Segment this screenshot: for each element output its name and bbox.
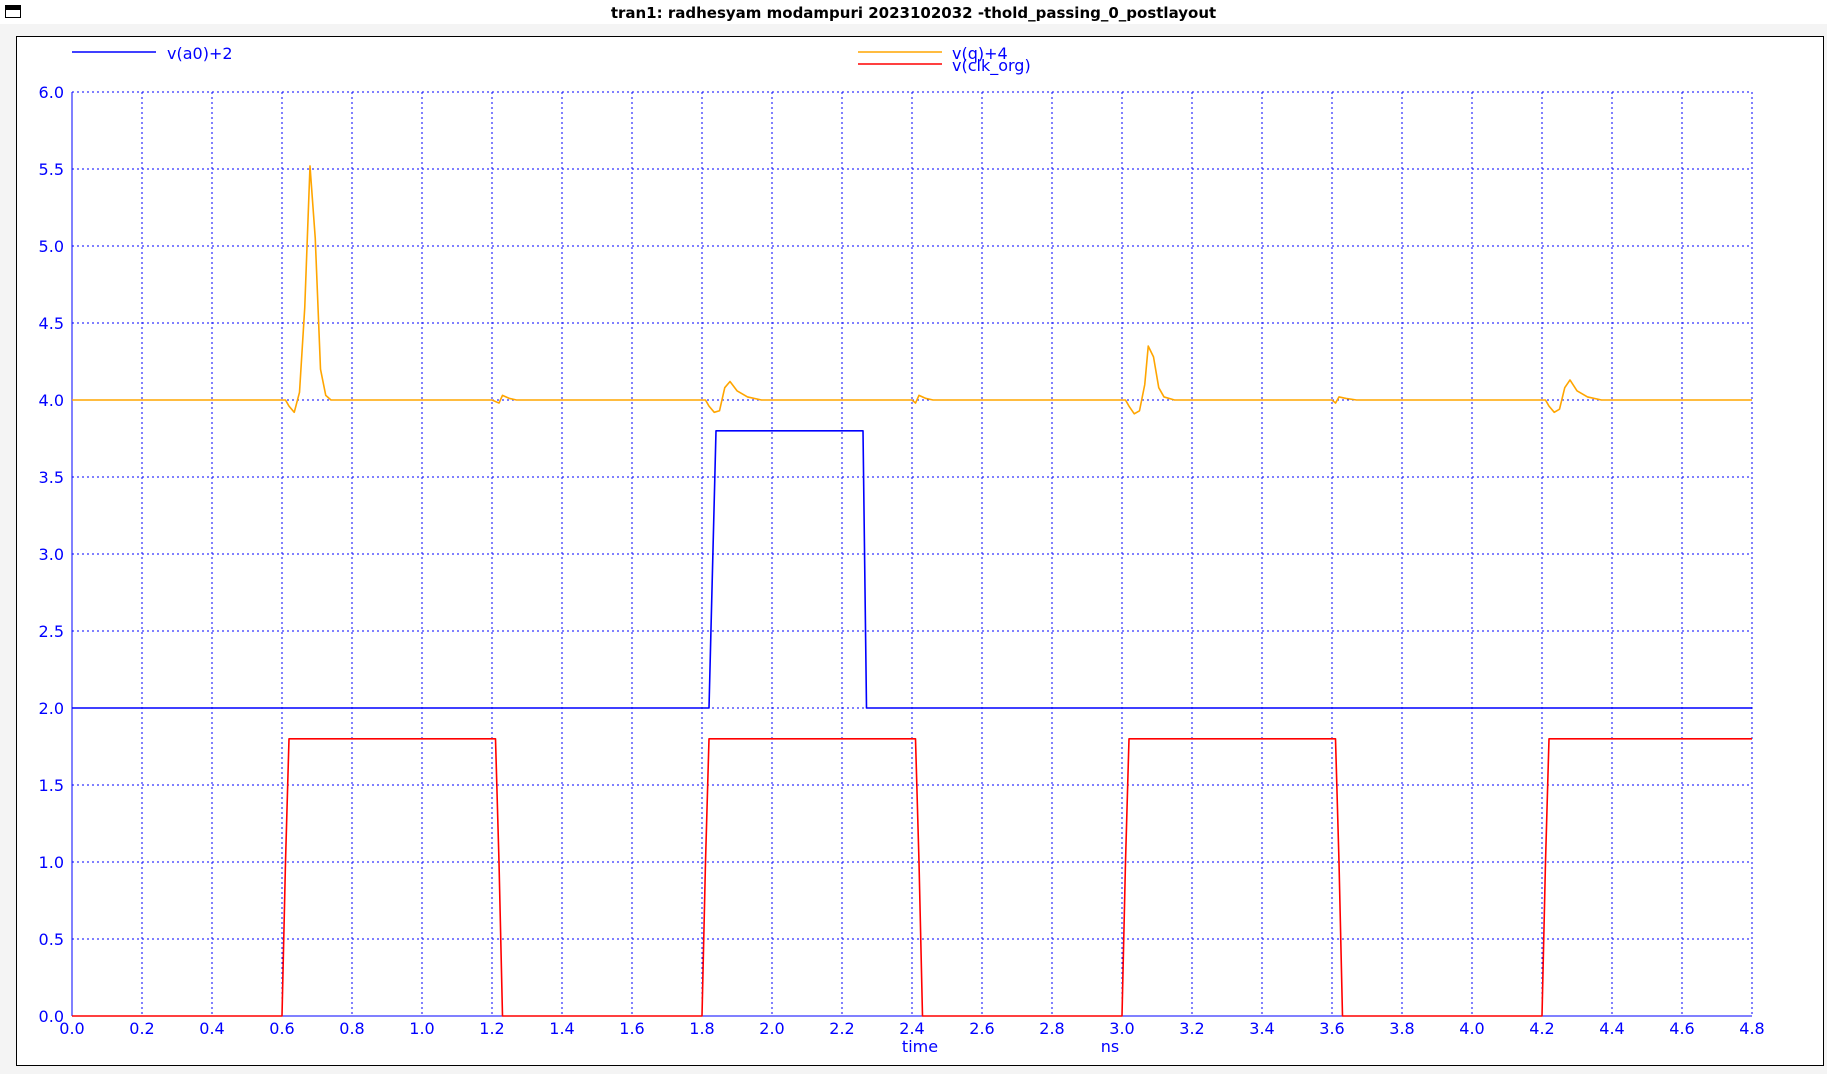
y-tick-label: 5.5 [39,160,64,179]
x-tick-label: 3.4 [1249,1019,1274,1038]
x-tick-label: 0.2 [129,1019,154,1038]
x-tick-label: 0.8 [339,1019,364,1038]
y-tick-label: 1.0 [39,853,64,872]
x-axis-label: time [902,1037,938,1056]
x-tick-label: 4.6 [1669,1019,1694,1038]
x-tick-label: 3.0 [1109,1019,1134,1038]
legend: v(a0)+2 v(q)+4 v(clk_org) [72,44,1031,76]
x-tick-label: 1.4 [549,1019,574,1038]
y-tick-label: 4.5 [39,314,64,333]
x-tick-label: 0.0 [59,1019,84,1038]
y-tick-label: 0.0 [39,1007,64,1026]
x-tick-label: 4.0 [1459,1019,1484,1038]
x-tick-label: 4.4 [1599,1019,1624,1038]
series-line-v-a0-2 [72,429,1752,709]
y-tick-label: 4.0 [39,391,64,410]
y-tick-label: 2.0 [39,699,64,718]
series-line-v-clk-org- [72,737,1752,1017]
y-tick-label: 5.0 [39,237,64,256]
x-tick-label: 2.8 [1039,1019,1064,1038]
x-tick-label: 1.6 [619,1019,644,1038]
x-tick-label: 2.2 [829,1019,854,1038]
y-tick-label: 1.5 [39,776,64,795]
y-tick-label: 2.5 [39,622,64,641]
x-tick-label: 0.6 [269,1019,294,1038]
x-axis-unit: ns [1101,1037,1119,1056]
y-tick-label: 0.5 [39,930,64,949]
x-tick-label: 3.2 [1179,1019,1204,1038]
x-tick-label: 2.6 [969,1019,994,1038]
x-tick-label: 1.8 [689,1019,714,1038]
legend-label-a0: v(a0)+2 [167,44,233,63]
x-tick-label: 2.4 [899,1019,924,1038]
series-line-v-q-4 [72,165,1752,415]
x-tick-label: 4.2 [1529,1019,1554,1038]
ticks-layer: 0.0 0.2 0.4 0.6 0.8 1.0 1.2 1.4 1.6 1.8 2.0 2.2 2.4 2… [39,83,1765,1038]
series-layer [72,165,1752,1017]
x-tick-label: 0.4 [199,1019,224,1038]
grid-layer [72,91,1753,1016]
window-title: tran1: radhesyam modampuri 2023102032 -t… [610,4,1217,22]
legend-label-q: v(q)+4 [952,44,1008,63]
x-tick-label: 2.0 [759,1019,784,1038]
x-tick-label: 1.2 [479,1019,504,1038]
x-tick-label: 3.8 [1389,1019,1414,1038]
title-bar: tran1: radhesyam modampuri 2023102032 -t… [0,0,1827,24]
y-tick-label: 3.0 [39,545,64,564]
y-tick-label: 6.0 [39,83,64,102]
x-tick-label: 1.0 [409,1019,434,1038]
window-menu-icon[interactable] [5,5,21,18]
y-tick-label: 3.5 [39,468,64,487]
x-tick-label: 3.6 [1319,1019,1344,1038]
legend-label-clk: v(clk_org) [952,56,1031,76]
x-tick-label: 4.8 [1739,1019,1764,1038]
